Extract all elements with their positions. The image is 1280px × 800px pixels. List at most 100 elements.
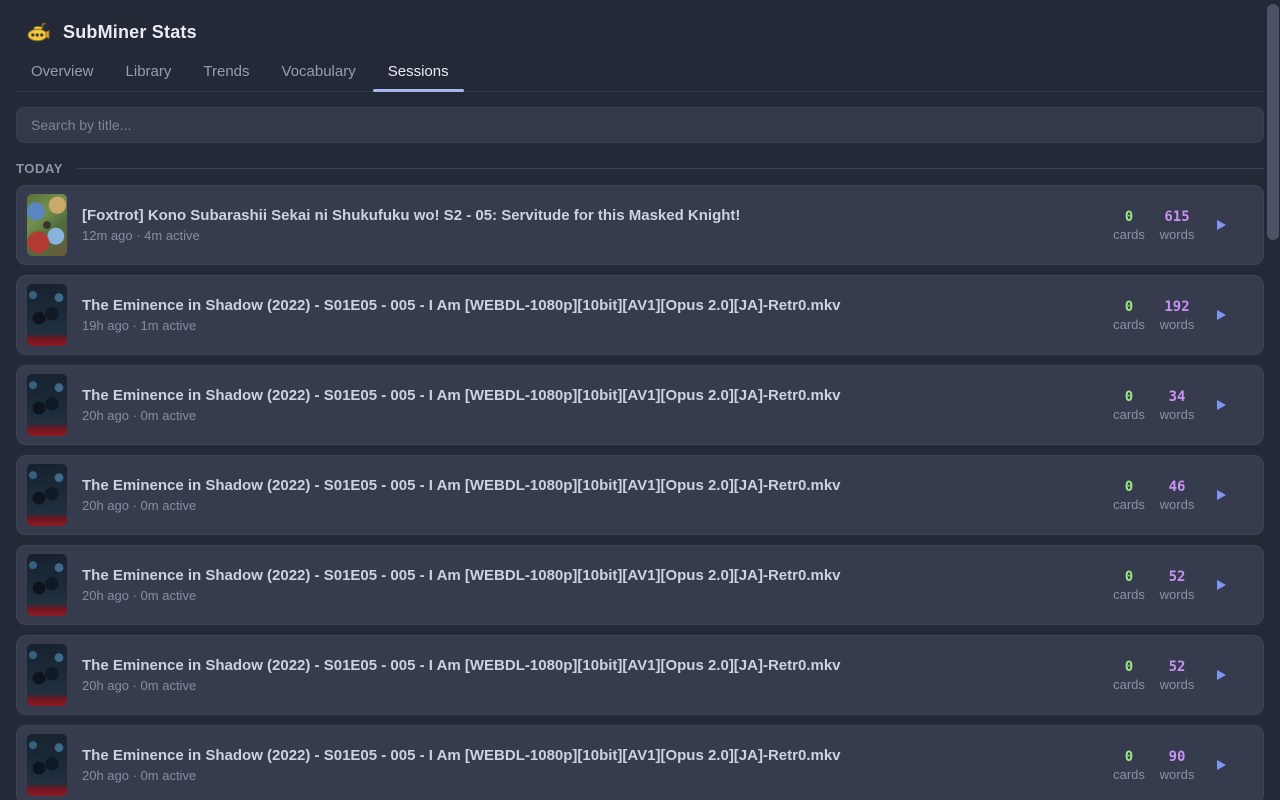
session-thumbnail <box>27 734 67 796</box>
words-stat: 52 words <box>1153 659 1201 692</box>
session-card[interactable]: The Eminence in Shadow (2022) - S01E05 -… <box>16 635 1264 715</box>
session-thumbnail <box>27 194 67 256</box>
cards-count: 0 <box>1124 748 1134 765</box>
play-icon <box>1216 310 1226 320</box>
session-meta: 20h ago · 0m active <box>82 498 197 513</box>
section-divider <box>77 167 1264 169</box>
session-stats: 0 cards 615 words <box>1105 209 1233 242</box>
words-count: 34 <box>1168 388 1186 405</box>
search-bar <box>0 92 1280 143</box>
tab-vocabulary[interactable]: Vocabulary <box>267 52 371 91</box>
play-session-button[interactable] <box>1209 753 1233 777</box>
session-title: The Eminence in Shadow (2022) - S01E05 -… <box>82 477 841 494</box>
cards-count: 0 <box>1124 568 1134 585</box>
words-stat: 34 words <box>1153 389 1201 422</box>
session-stats: 0 cards 52 words <box>1105 659 1233 692</box>
session-meta: 12m ago · 4m active <box>82 228 200 243</box>
session-title: The Eminence in Shadow (2022) - S01E05 -… <box>82 567 841 584</box>
words-label: words <box>1159 766 1195 782</box>
session-thumbnail <box>27 284 67 346</box>
cards-stat: 0 cards <box>1105 749 1153 782</box>
tab-sessions[interactable]: Sessions <box>372 52 464 92</box>
session-thumbnail <box>27 374 67 436</box>
session-meta: 19h ago · 1m active <box>82 318 197 333</box>
search-input[interactable] <box>16 107 1264 143</box>
session-title: The Eminence in Shadow (2022) - S01E05 -… <box>82 387 841 404</box>
session-meta: 20h ago · 0m active <box>82 768 197 783</box>
session-stats: 0 cards 90 words <box>1105 749 1233 782</box>
session-text: The Eminence in Shadow (2022) - S01E05 -… <box>82 747 1105 783</box>
session-card[interactable]: The Eminence in Shadow (2022) - S01E05 -… <box>16 275 1264 355</box>
cards-label: cards <box>1113 226 1145 242</box>
session-text: [Foxtrot] Kono Subarashii Sekai ni Shuku… <box>82 207 1105 243</box>
session-card[interactable]: The Eminence in Shadow (2022) - S01E05 -… <box>16 455 1264 535</box>
cards-stat: 0 cards <box>1105 299 1153 332</box>
cards-label: cards <box>1113 316 1145 332</box>
cards-label: cards <box>1113 586 1145 602</box>
words-label: words <box>1159 406 1195 422</box>
session-text: The Eminence in Shadow (2022) - S01E05 -… <box>82 297 1105 333</box>
play-session-button[interactable] <box>1209 663 1233 687</box>
cards-label: cards <box>1113 496 1145 512</box>
tab-library[interactable]: Library <box>111 52 187 91</box>
play-session-button[interactable] <box>1209 393 1233 417</box>
words-label: words <box>1159 676 1195 692</box>
session-text: The Eminence in Shadow (2022) - S01E05 -… <box>82 387 1105 423</box>
cards-count: 0 <box>1124 208 1134 225</box>
session-card[interactable]: The Eminence in Shadow (2022) - S01E05 -… <box>16 365 1264 445</box>
session-stats: 0 cards 192 words <box>1105 299 1233 332</box>
session-text: The Eminence in Shadow (2022) - S01E05 -… <box>82 657 1105 693</box>
app-title: SubMiner Stats <box>63 21 197 42</box>
cards-label: cards <box>1113 406 1145 422</box>
cards-label: cards <box>1113 676 1145 692</box>
play-icon <box>1216 400 1226 410</box>
words-label: words <box>1159 496 1195 512</box>
session-text: The Eminence in Shadow (2022) - S01E05 -… <box>82 477 1105 513</box>
words-count: 52 <box>1168 658 1186 675</box>
cards-label: cards <box>1113 766 1145 782</box>
session-thumbnail <box>27 644 67 706</box>
cards-stat: 0 cards <box>1105 479 1153 512</box>
session-stats: 0 cards 46 words <box>1105 479 1233 512</box>
words-count: 615 <box>1164 208 1190 225</box>
session-meta: 20h ago · 0m active <box>82 678 197 693</box>
words-count: 192 <box>1164 298 1190 315</box>
words-count: 90 <box>1168 748 1186 765</box>
app-header: SubMiner Stats <box>0 0 1280 52</box>
cards-stat: 0 cards <box>1105 209 1153 242</box>
cards-stat: 0 cards <box>1105 569 1153 602</box>
cards-count: 0 <box>1124 298 1134 315</box>
tab-trends[interactable]: Trends <box>188 52 264 91</box>
tab-overview[interactable]: Overview <box>16 52 109 91</box>
session-meta: 20h ago · 0m active <box>82 588 197 603</box>
session-text: The Eminence in Shadow (2022) - S01E05 -… <box>82 567 1105 603</box>
words-stat: 46 words <box>1153 479 1201 512</box>
play-icon <box>1216 760 1226 770</box>
session-card[interactable]: [Foxtrot] Kono Subarashii Sekai ni Shuku… <box>16 185 1264 265</box>
session-thumbnail <box>27 464 67 526</box>
cards-stat: 0 cards <box>1105 389 1153 422</box>
play-icon <box>1216 220 1226 230</box>
cards-count: 0 <box>1124 658 1134 675</box>
words-stat: 52 words <box>1153 569 1201 602</box>
session-stats: 0 cards 52 words <box>1105 569 1233 602</box>
session-title: The Eminence in Shadow (2022) - S01E05 -… <box>82 657 841 674</box>
play-session-button[interactable] <box>1209 303 1233 327</box>
section-label: TODAY <box>16 160 64 176</box>
play-session-button[interactable] <box>1209 483 1233 507</box>
words-label: words <box>1159 316 1195 332</box>
play-session-button[interactable] <box>1209 573 1233 597</box>
session-card[interactable]: The Eminence in Shadow (2022) - S01E05 -… <box>16 725 1264 800</box>
words-stat: 615 words <box>1153 209 1201 242</box>
scrollbar-thumb[interactable] <box>1267 4 1279 240</box>
session-title: The Eminence in Shadow (2022) - S01E05 -… <box>82 297 841 314</box>
words-count: 52 <box>1168 568 1186 585</box>
words-stat: 90 words <box>1153 749 1201 782</box>
play-session-button[interactable] <box>1209 213 1233 237</box>
play-icon <box>1216 580 1226 590</box>
session-card[interactable]: The Eminence in Shadow (2022) - S01E05 -… <box>16 545 1264 625</box>
words-label: words <box>1159 586 1195 602</box>
cards-count: 0 <box>1124 478 1134 495</box>
words-count: 46 <box>1168 478 1186 495</box>
play-icon <box>1216 670 1226 680</box>
